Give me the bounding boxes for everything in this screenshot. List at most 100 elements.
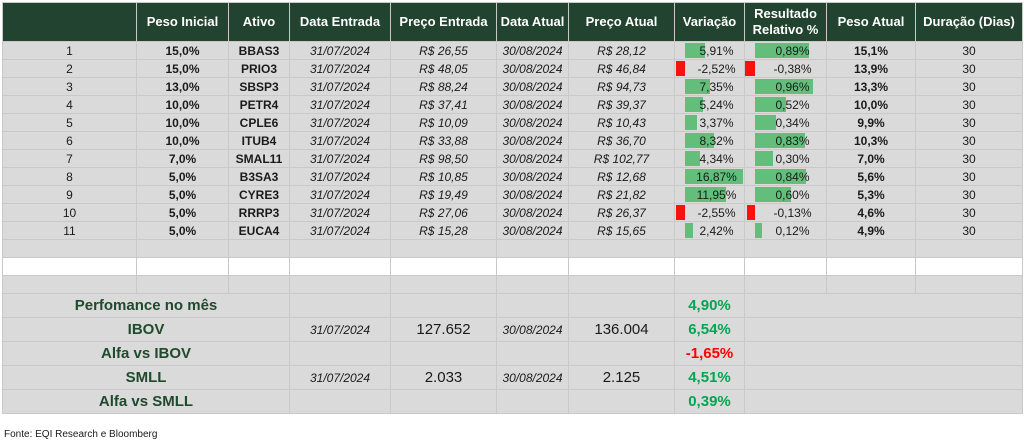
cell-duracao: 30 [915, 185, 1023, 204]
summary-valor-atual: 136.004 [568, 317, 675, 342]
cell-ativo: PETR4 [228, 95, 290, 114]
cell-data-entrada: 31/07/2024 [289, 149, 391, 168]
summary-label: IBOV [2, 317, 290, 342]
summary-pct: 6,54% [674, 317, 745, 342]
row-index: 1 [2, 41, 137, 60]
cell-variacao: 5,91% [674, 41, 745, 60]
resultado-bar [745, 61, 755, 76]
variacao-label: 3,37% [699, 115, 734, 130]
row-index: 4 [2, 95, 137, 114]
variacao-bar [685, 151, 700, 166]
cell-peso-inicial: 13,0% [136, 77, 229, 96]
cell-peso-atual: 10,0% [826, 95, 916, 114]
resultado-label: 0,89% [775, 43, 810, 58]
cell-ativo: B3SA3 [228, 167, 290, 186]
cell-duracao: 30 [915, 221, 1023, 240]
summary-valor-entrada [390, 293, 497, 318]
cell-peso-inicial: 15,0% [136, 59, 229, 78]
cell-peso-atual: 15,1% [826, 41, 916, 60]
cell-preco-entrada: R$ 10,85 [390, 167, 497, 186]
cell-preco-entrada: R$ 33,88 [390, 131, 497, 150]
cell-data-entrada: 31/07/2024 [289, 113, 391, 132]
cell-resultado: 0,34% [744, 113, 827, 132]
variacao-bar [685, 97, 703, 112]
row-index: 3 [2, 77, 137, 96]
table-row: 7 7,0% SMAL11 31/07/2024 R$ 98,50 30/08/2024 R… [2, 149, 1023, 168]
table-row: 8 5,0% B3SA3 31/07/2024 R$ 10,85 30/08/2024 R$… [2, 167, 1023, 186]
resultado-label: -0,13% [773, 205, 812, 220]
variacao-label: -2,52% [697, 61, 736, 76]
resultado-label: 0,30% [775, 151, 810, 166]
header-data-atual: Data Atual [496, 2, 569, 42]
cell-preco-entrada: R$ 26,55 [390, 41, 497, 60]
cell-preco-entrada: R$ 37,41 [390, 95, 497, 114]
cell-data-entrada: 31/07/2024 [289, 221, 391, 240]
summary-blank [744, 341, 1023, 366]
summary-valor-entrada: 2.033 [390, 365, 497, 390]
resultado-label: -0,38% [773, 61, 812, 76]
variacao-bar [676, 61, 685, 76]
table-row: 10 5,0% RRRP3 31/07/2024 R$ 27,06 30/08/2024 R… [2, 203, 1023, 222]
variacao-bar [685, 79, 711, 94]
summary-valor-atual [568, 341, 675, 366]
cell-peso-inicial: 5,0% [136, 221, 229, 240]
cell-ativo: EUCA4 [228, 221, 290, 240]
resultado-label: 0,84% [775, 169, 810, 184]
summary-body: Perfomance no mês 4,90% IBOV 31/07/2024 127.… [2, 293, 1023, 414]
cell-data-entrada: 31/07/2024 [289, 185, 391, 204]
table-row: 4 10,0% PETR4 31/07/2024 R$ 37,41 30/08/2024 R… [2, 95, 1023, 114]
variacao-bar [685, 133, 714, 148]
summary-pct: -1,65% [674, 341, 745, 366]
summary-label: Perfomance no mês [2, 293, 290, 318]
row-index: 9 [2, 185, 137, 204]
cell-data-atual: 30/08/2024 [496, 185, 569, 204]
cell-peso-inicial: 5,0% [136, 185, 229, 204]
summary-data-atual: 30/08/2024 [496, 317, 569, 342]
row-index: 6 [2, 131, 137, 150]
cell-resultado: 0,89% [744, 41, 827, 60]
cell-peso-atual: 9,9% [826, 113, 916, 132]
header-preco-atual: Preço Atual [568, 2, 675, 42]
cell-data-atual: 30/08/2024 [496, 221, 569, 240]
cell-duracao: 30 [915, 149, 1023, 168]
header-resultado-relativo: Resultado Relativo % [744, 2, 827, 42]
cell-data-atual: 30/08/2024 [496, 41, 569, 60]
cell-preco-atual: R$ 10,43 [568, 113, 675, 132]
cell-preco-entrada: R$ 19,49 [390, 185, 497, 204]
cell-ativo: CYRE3 [228, 185, 290, 204]
variacao-label: 16,87% [696, 169, 737, 184]
cell-duracao: 30 [915, 203, 1023, 222]
header-peso-inicial: Peso Inicial [136, 2, 229, 42]
summary-label: Alfa vs SMLL [2, 389, 290, 414]
resultado-bar [755, 133, 806, 148]
cell-ativo: CPLE6 [228, 113, 290, 132]
cell-resultado: 0,96% [744, 77, 827, 96]
cell-peso-atual: 7,0% [826, 149, 916, 168]
table-row: 1 15,0% BBAS3 31/07/2024 R$ 26,55 30/08/2024 R… [2, 41, 1023, 60]
cell-ativo: SBSP3 [228, 77, 290, 96]
cell-variacao: 3,37% [674, 113, 745, 132]
resultado-label: 0,52% [775, 97, 810, 112]
summary-row: Perfomance no mês 4,90% [2, 293, 1023, 318]
resultado-bar [755, 151, 774, 166]
resultado-label: 0,96% [775, 79, 810, 94]
cell-data-atual: 30/08/2024 [496, 113, 569, 132]
table-row: 2 15,0% PRIO3 31/07/2024 R$ 48,05 30/08/2024 R… [2, 59, 1023, 78]
cell-data-atual: 30/08/2024 [496, 59, 569, 78]
summary-data-entrada [289, 341, 391, 366]
cell-data-entrada: 31/07/2024 [289, 41, 391, 60]
variacao-label: 5,24% [699, 97, 734, 112]
cell-peso-inicial: 7,0% [136, 149, 229, 168]
summary-data-entrada [289, 389, 391, 414]
filler-row [2, 239, 1023, 258]
summary-data-atual [496, 389, 569, 414]
table-row: 9 5,0% CYRE3 31/07/2024 R$ 19,49 30/08/2024 R$… [2, 185, 1023, 204]
variacao-bar [676, 205, 685, 220]
cell-peso-atual: 13,9% [826, 59, 916, 78]
variacao-label: 5,91% [699, 43, 734, 58]
summary-blank [744, 365, 1023, 390]
summary-valor-atual [568, 293, 675, 318]
summary-blank [744, 317, 1023, 342]
cell-ativo: PRIO3 [228, 59, 290, 78]
cell-preco-atual: R$ 46,84 [568, 59, 675, 78]
